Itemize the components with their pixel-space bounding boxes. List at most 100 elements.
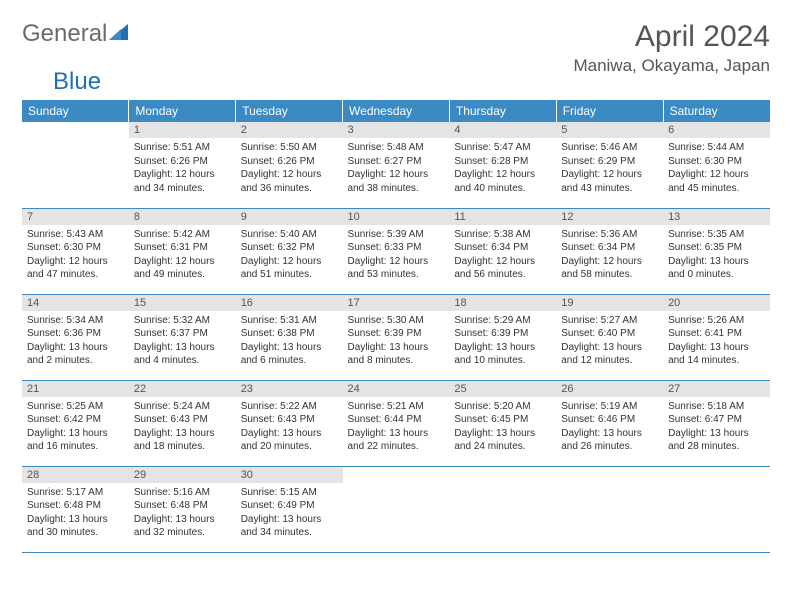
calendar-cell: 20Sunrise: 5:26 AMSunset: 6:41 PMDayligh…	[663, 294, 770, 380]
day-number: 18	[449, 295, 556, 311]
day-number: 11	[449, 209, 556, 225]
calendar-row: 21Sunrise: 5:25 AMSunset: 6:42 PMDayligh…	[22, 380, 770, 466]
day-number: 22	[129, 381, 236, 397]
day-data: Sunrise: 5:17 AMSunset: 6:48 PMDaylight:…	[22, 483, 129, 544]
day-number: 26	[556, 381, 663, 397]
day-data: Sunrise: 5:26 AMSunset: 6:41 PMDaylight:…	[663, 311, 770, 372]
logo-text-2: Blue	[53, 68, 792, 96]
day-data: Sunrise: 5:40 AMSunset: 6:32 PMDaylight:…	[236, 225, 343, 286]
month-title: April 2024	[573, 20, 770, 54]
calendar-cell: 25Sunrise: 5:20 AMSunset: 6:45 PMDayligh…	[449, 380, 556, 466]
weekday-header: Monday	[129, 100, 236, 122]
calendar-cell: 11Sunrise: 5:38 AMSunset: 6:34 PMDayligh…	[449, 208, 556, 294]
day-number: 29	[129, 467, 236, 483]
calendar-cell: 30Sunrise: 5:15 AMSunset: 6:49 PMDayligh…	[236, 466, 343, 552]
calendar-table: Sunday Monday Tuesday Wednesday Thursday…	[22, 100, 770, 553]
day-number: 12	[556, 209, 663, 225]
day-data: Sunrise: 5:16 AMSunset: 6:48 PMDaylight:…	[129, 483, 236, 544]
calendar-cell: 23Sunrise: 5:22 AMSunset: 6:43 PMDayligh…	[236, 380, 343, 466]
calendar-cell: 15Sunrise: 5:32 AMSunset: 6:37 PMDayligh…	[129, 294, 236, 380]
day-data: Sunrise: 5:47 AMSunset: 6:28 PMDaylight:…	[449, 138, 556, 199]
calendar-cell: 29Sunrise: 5:16 AMSunset: 6:48 PMDayligh…	[129, 466, 236, 552]
calendar-cell	[449, 466, 556, 552]
day-data: Sunrise: 5:31 AMSunset: 6:38 PMDaylight:…	[236, 311, 343, 372]
day-number: 9	[236, 209, 343, 225]
calendar-cell: 3Sunrise: 5:48 AMSunset: 6:27 PMDaylight…	[343, 122, 450, 208]
day-data: Sunrise: 5:38 AMSunset: 6:34 PMDaylight:…	[449, 225, 556, 286]
day-data: Sunrise: 5:21 AMSunset: 6:44 PMDaylight:…	[343, 397, 450, 458]
calendar-cell: 6Sunrise: 5:44 AMSunset: 6:30 PMDaylight…	[663, 122, 770, 208]
calendar-row: 1Sunrise: 5:51 AMSunset: 6:26 PMDaylight…	[22, 122, 770, 208]
weekday-header: Sunday	[22, 100, 129, 122]
day-number: 27	[663, 381, 770, 397]
day-number: 16	[236, 295, 343, 311]
calendar-cell	[22, 122, 129, 208]
day-data: Sunrise: 5:48 AMSunset: 6:27 PMDaylight:…	[343, 138, 450, 199]
day-data: Sunrise: 5:19 AMSunset: 6:46 PMDaylight:…	[556, 397, 663, 458]
calendar-cell	[663, 466, 770, 552]
day-number: 10	[343, 209, 450, 225]
weekday-header-row: Sunday Monday Tuesday Wednesday Thursday…	[22, 100, 770, 122]
day-number: 6	[663, 122, 770, 138]
calendar-cell: 9Sunrise: 5:40 AMSunset: 6:32 PMDaylight…	[236, 208, 343, 294]
calendar-cell: 8Sunrise: 5:42 AMSunset: 6:31 PMDaylight…	[129, 208, 236, 294]
calendar-cell: 27Sunrise: 5:18 AMSunset: 6:47 PMDayligh…	[663, 380, 770, 466]
day-number: 13	[663, 209, 770, 225]
day-data: Sunrise: 5:22 AMSunset: 6:43 PMDaylight:…	[236, 397, 343, 458]
day-data: Sunrise: 5:51 AMSunset: 6:26 PMDaylight:…	[129, 138, 236, 199]
day-data: Sunrise: 5:32 AMSunset: 6:37 PMDaylight:…	[129, 311, 236, 372]
day-data: Sunrise: 5:20 AMSunset: 6:45 PMDaylight:…	[449, 397, 556, 458]
calendar-cell: 14Sunrise: 5:34 AMSunset: 6:36 PMDayligh…	[22, 294, 129, 380]
calendar-cell: 13Sunrise: 5:35 AMSunset: 6:35 PMDayligh…	[663, 208, 770, 294]
day-data: Sunrise: 5:27 AMSunset: 6:40 PMDaylight:…	[556, 311, 663, 372]
day-number: 4	[449, 122, 556, 138]
day-number: 3	[343, 122, 450, 138]
calendar-row: 14Sunrise: 5:34 AMSunset: 6:36 PMDayligh…	[22, 294, 770, 380]
day-data: Sunrise: 5:35 AMSunset: 6:35 PMDaylight:…	[663, 225, 770, 286]
calendar-cell: 1Sunrise: 5:51 AMSunset: 6:26 PMDaylight…	[129, 122, 236, 208]
day-number: 8	[129, 209, 236, 225]
day-data: Sunrise: 5:36 AMSunset: 6:34 PMDaylight:…	[556, 225, 663, 286]
day-number: 25	[449, 381, 556, 397]
day-number: 28	[22, 467, 129, 483]
day-data: Sunrise: 5:46 AMSunset: 6:29 PMDaylight:…	[556, 138, 663, 199]
weekday-header: Thursday	[449, 100, 556, 122]
calendar-cell	[343, 466, 450, 552]
logo-text-1: General	[22, 20, 107, 48]
day-data: Sunrise: 5:15 AMSunset: 6:49 PMDaylight:…	[236, 483, 343, 544]
calendar-row: 28Sunrise: 5:17 AMSunset: 6:48 PMDayligh…	[22, 466, 770, 552]
calendar-cell: 28Sunrise: 5:17 AMSunset: 6:48 PMDayligh…	[22, 466, 129, 552]
day-data: Sunrise: 5:24 AMSunset: 6:43 PMDaylight:…	[129, 397, 236, 458]
calendar-cell: 24Sunrise: 5:21 AMSunset: 6:44 PMDayligh…	[343, 380, 450, 466]
calendar-cell: 26Sunrise: 5:19 AMSunset: 6:46 PMDayligh…	[556, 380, 663, 466]
calendar-cell: 4Sunrise: 5:47 AMSunset: 6:28 PMDaylight…	[449, 122, 556, 208]
calendar-cell: 22Sunrise: 5:24 AMSunset: 6:43 PMDayligh…	[129, 380, 236, 466]
calendar-cell: 21Sunrise: 5:25 AMSunset: 6:42 PMDayligh…	[22, 380, 129, 466]
day-number: 30	[236, 467, 343, 483]
day-number: 5	[556, 122, 663, 138]
calendar-cell: 10Sunrise: 5:39 AMSunset: 6:33 PMDayligh…	[343, 208, 450, 294]
day-number: 1	[129, 122, 236, 138]
day-number: 15	[129, 295, 236, 311]
calendar-cell: 16Sunrise: 5:31 AMSunset: 6:38 PMDayligh…	[236, 294, 343, 380]
day-data: Sunrise: 5:30 AMSunset: 6:39 PMDaylight:…	[343, 311, 450, 372]
calendar-cell: 5Sunrise: 5:46 AMSunset: 6:29 PMDaylight…	[556, 122, 663, 208]
day-number: 17	[343, 295, 450, 311]
day-data: Sunrise: 5:44 AMSunset: 6:30 PMDaylight:…	[663, 138, 770, 199]
calendar-cell	[556, 466, 663, 552]
day-data: Sunrise: 5:43 AMSunset: 6:30 PMDaylight:…	[22, 225, 129, 286]
day-number: 7	[22, 209, 129, 225]
calendar-cell: 18Sunrise: 5:29 AMSunset: 6:39 PMDayligh…	[449, 294, 556, 380]
day-data: Sunrise: 5:18 AMSunset: 6:47 PMDaylight:…	[663, 397, 770, 458]
weekday-header: Wednesday	[343, 100, 450, 122]
day-number: 19	[556, 295, 663, 311]
day-data: Sunrise: 5:50 AMSunset: 6:26 PMDaylight:…	[236, 138, 343, 199]
calendar-cell: 7Sunrise: 5:43 AMSunset: 6:30 PMDaylight…	[22, 208, 129, 294]
calendar-cell: 12Sunrise: 5:36 AMSunset: 6:34 PMDayligh…	[556, 208, 663, 294]
day-number: 24	[343, 381, 450, 397]
calendar-row: 7Sunrise: 5:43 AMSunset: 6:30 PMDaylight…	[22, 208, 770, 294]
weekday-header: Saturday	[663, 100, 770, 122]
weekday-header: Tuesday	[236, 100, 343, 122]
day-number: 23	[236, 381, 343, 397]
calendar-cell: 17Sunrise: 5:30 AMSunset: 6:39 PMDayligh…	[343, 294, 450, 380]
